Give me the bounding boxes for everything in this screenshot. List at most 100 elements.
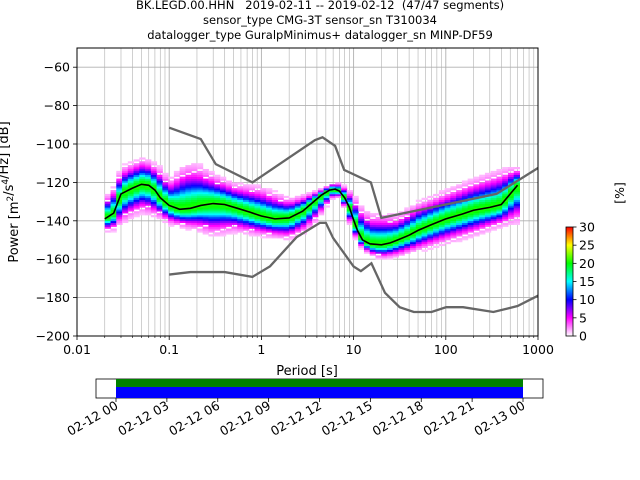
pdf-cell xyxy=(214,193,221,197)
pdf-cell xyxy=(266,213,273,216)
pdf-cell xyxy=(173,215,181,218)
pdf-cell xyxy=(502,218,509,222)
pdf-cell xyxy=(461,232,469,235)
pdf-cell xyxy=(196,218,204,222)
pdf-cell xyxy=(225,228,232,231)
pdf-cell xyxy=(214,184,221,187)
pdf-cell xyxy=(116,222,123,225)
pdf-cell xyxy=(145,190,152,193)
pdf-cell xyxy=(225,224,232,227)
pdf-cell xyxy=(145,172,152,176)
pdf-cell xyxy=(427,241,434,245)
pdf-cell xyxy=(398,224,405,227)
pdf-cell xyxy=(283,238,290,241)
pdf-cell xyxy=(433,216,440,220)
x-tick-label: 0.1 xyxy=(159,342,179,357)
pdf-cell xyxy=(473,205,480,208)
pdf-cell xyxy=(266,222,273,225)
pdf-cell xyxy=(363,215,371,218)
pdf-cell xyxy=(415,245,423,248)
pdf-cell xyxy=(283,209,290,212)
pdf-cell xyxy=(168,218,175,222)
pdf-cell xyxy=(404,230,411,233)
pdf-cell xyxy=(346,190,353,193)
pdf-cell xyxy=(145,186,152,189)
pdf-cell xyxy=(173,172,181,176)
pdf-cell xyxy=(104,201,112,204)
pdf-cell xyxy=(185,205,192,208)
pdf-cell xyxy=(127,178,135,181)
pdf-cell xyxy=(461,205,469,208)
pdf-cell xyxy=(260,218,267,222)
pdf-cell xyxy=(513,213,520,216)
pdf-cell xyxy=(433,230,440,233)
pdf-cell xyxy=(208,192,215,195)
pdf-cell xyxy=(513,176,520,179)
pdf-cell xyxy=(461,213,469,216)
pdf-cell xyxy=(191,224,198,227)
pdf-cell xyxy=(289,236,296,239)
pdf-cell xyxy=(271,205,279,208)
pdf-cell xyxy=(507,178,515,181)
pdf-cell xyxy=(208,224,215,227)
pdf-cell xyxy=(185,188,192,191)
pdf-cell xyxy=(289,232,296,235)
pdf-cell xyxy=(254,203,261,206)
pdf-cell xyxy=(484,186,492,189)
pdf-cell xyxy=(392,224,400,227)
pdf-cell xyxy=(496,205,503,208)
pdf-cell xyxy=(433,211,440,214)
pdf-cell xyxy=(513,178,520,181)
pdf-cell xyxy=(306,209,313,212)
pdf-cell xyxy=(289,220,296,224)
pdf-cell xyxy=(283,207,290,210)
pdf-cell xyxy=(145,178,152,181)
pdf-cell xyxy=(254,215,261,218)
pdf-cell xyxy=(513,188,520,191)
pdf-cell xyxy=(196,207,204,210)
pdf-cell xyxy=(306,199,313,202)
pdf-cell xyxy=(237,222,244,225)
pdf-cell xyxy=(202,228,209,231)
pdf-cell xyxy=(358,247,365,250)
pdf-cell xyxy=(502,184,509,187)
pdf-cell xyxy=(289,203,296,206)
pdf-cell xyxy=(116,184,123,187)
pdf-cell xyxy=(202,205,209,208)
pdf-cell xyxy=(248,192,256,195)
pdf-cell xyxy=(162,182,169,185)
pdf-cell xyxy=(219,178,227,181)
pdf-cell xyxy=(208,186,215,189)
pdf-cell xyxy=(185,168,192,172)
pdf-cell xyxy=(196,209,204,212)
pdf-cell xyxy=(202,193,209,197)
pdf-cell xyxy=(277,205,284,208)
pdf-cell xyxy=(260,188,267,191)
pdf-cell xyxy=(208,199,215,202)
pdf-cell xyxy=(179,195,186,199)
pdf-cell xyxy=(116,213,123,216)
pdf-cell xyxy=(496,178,503,181)
pdf-cell xyxy=(139,186,146,189)
pdf-cell xyxy=(415,241,423,245)
pdf-cell xyxy=(231,213,238,216)
pdf-cell xyxy=(168,203,175,206)
pdf-cell xyxy=(202,188,209,191)
pdf-cell xyxy=(398,253,405,256)
pdf-cell xyxy=(369,238,376,241)
nhnm-curve xyxy=(168,126,538,220)
pdf-cell xyxy=(179,182,186,185)
pdf-cell xyxy=(438,195,446,199)
pdf-cell xyxy=(208,205,215,208)
pdf-cell xyxy=(266,203,273,206)
pdf-cell xyxy=(225,215,232,218)
pdf-cell xyxy=(358,207,365,210)
pdf-cell xyxy=(444,215,451,218)
pdf-cell xyxy=(237,188,244,191)
pdf-cell xyxy=(507,188,515,191)
pdf-cell xyxy=(450,226,457,229)
pdf-cell xyxy=(410,245,417,248)
pdf-cell xyxy=(162,188,169,191)
pdf-cell xyxy=(191,220,198,224)
pdf-cell xyxy=(404,240,411,243)
